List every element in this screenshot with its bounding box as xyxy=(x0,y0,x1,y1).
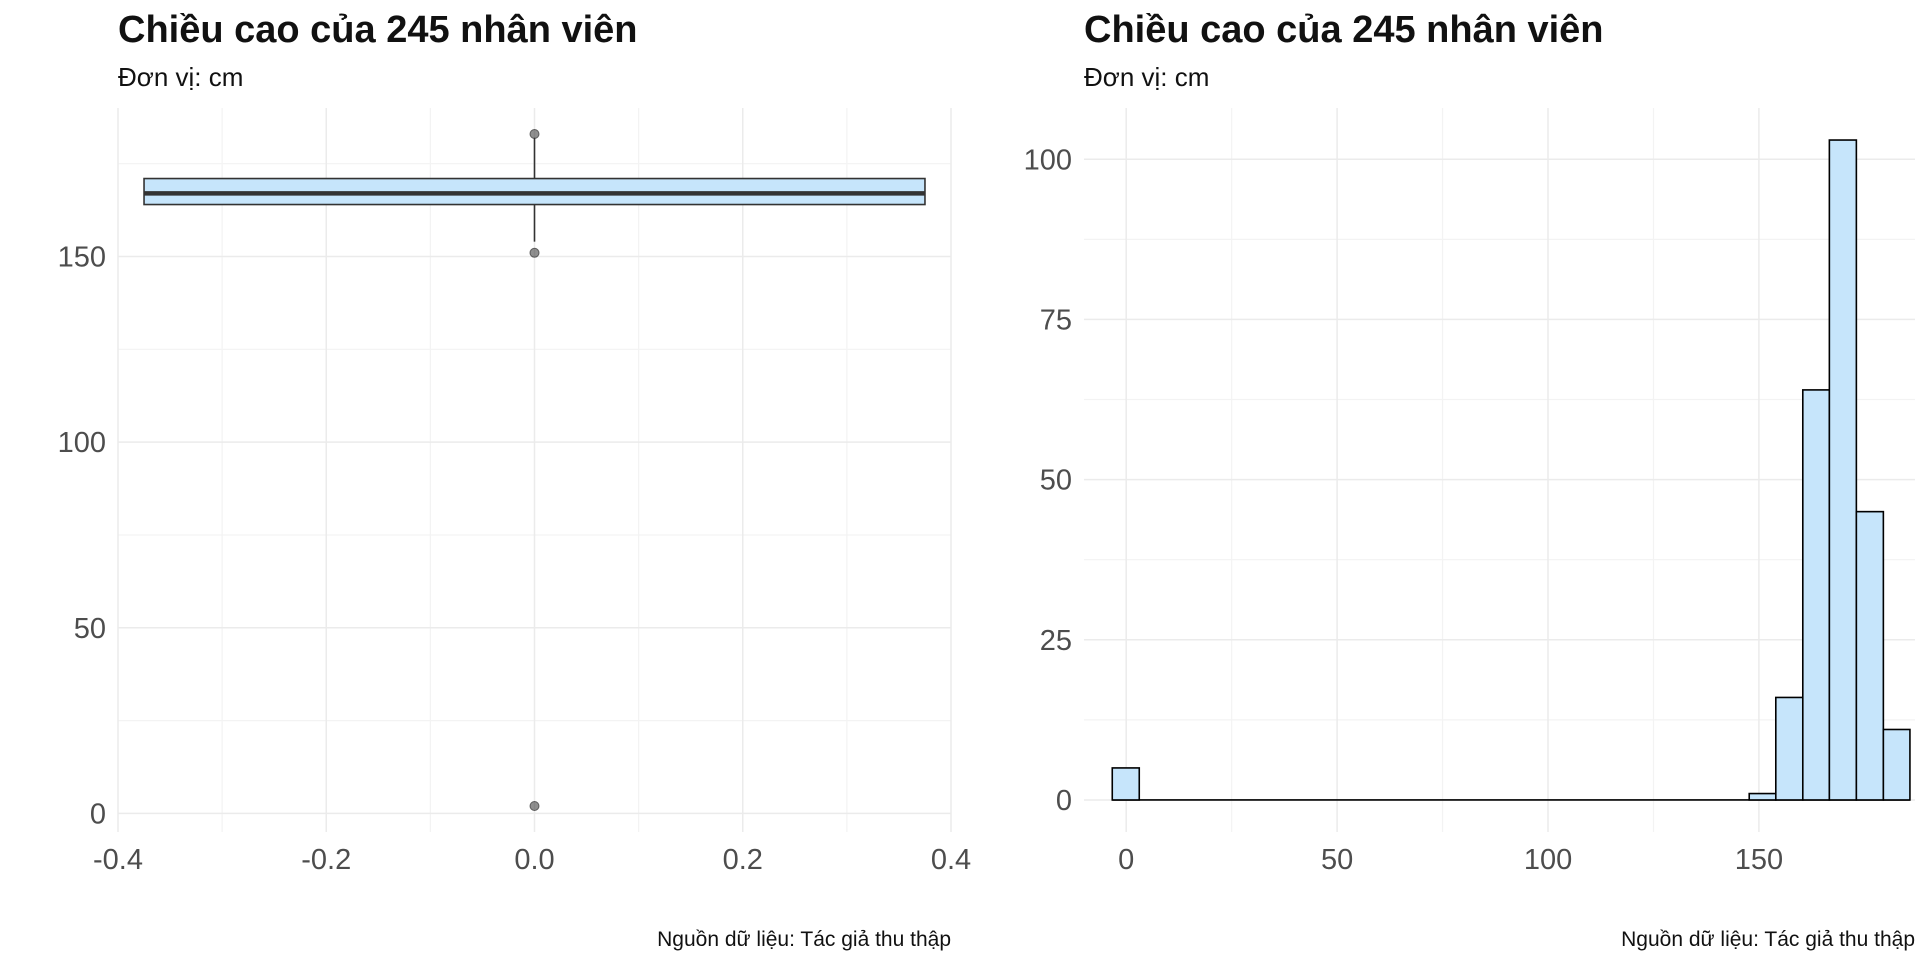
boxplot-title: Chiều cao của 245 nhân viên xyxy=(118,9,638,51)
x-tick-label: -0.2 xyxy=(301,844,351,876)
x-tick-label: 100 xyxy=(1524,844,1572,876)
y-tick-label: 75 xyxy=(1040,304,1072,336)
y-tick-label: 0 xyxy=(90,798,106,830)
x-tick-label: 0 xyxy=(1118,844,1134,876)
histogram-bar xyxy=(1828,139,1858,801)
x-tick-label: 0.2 xyxy=(723,844,763,876)
y-tick-label: 150 xyxy=(58,242,106,274)
y-tick-label: 50 xyxy=(74,613,106,645)
histogram-bar xyxy=(1748,792,1777,801)
boxplot-marks xyxy=(143,128,926,812)
histogram-panel: Chiều cao của 245 nhân viên Đơn vị: cm 0… xyxy=(1024,9,1915,951)
histogram-subtitle: Đơn vị: cm xyxy=(1084,62,1209,92)
x-tick-label: 50 xyxy=(1321,844,1353,876)
histogram-bar xyxy=(1882,728,1911,801)
outlier-point xyxy=(529,247,540,258)
boxplot-panel: Chiều cao của 245 nhân viên Đơn vị: cm -… xyxy=(58,9,972,951)
x-tick-label: 0.0 xyxy=(514,844,554,876)
y-tick-label: 0 xyxy=(1056,785,1072,817)
boxplot-caption: Nguồn dữ liệu: Tác giả thu thập xyxy=(657,928,951,951)
histogram-bar xyxy=(1855,510,1885,801)
x-tick-label: -0.4 xyxy=(93,844,143,876)
histogram-bar xyxy=(1801,389,1831,801)
outlier-point xyxy=(529,128,540,139)
histogram-axes: 0 50 100 150 0 25 50 75 100 xyxy=(1024,144,1784,876)
y-tick-label: 25 xyxy=(1040,625,1072,657)
histogram-bar xyxy=(1111,767,1141,801)
histogram-marks xyxy=(1111,139,1911,801)
x-tick-label: 0.4 xyxy=(931,844,971,876)
histogram-bar xyxy=(1774,696,1804,801)
x-tick-label: 150 xyxy=(1735,844,1783,876)
y-tick-label: 100 xyxy=(58,427,106,459)
histogram-title: Chiều cao của 245 nhân viên xyxy=(1084,9,1604,51)
histogram-caption: Nguồn dữ liệu: Tác giả thu thập xyxy=(1621,928,1915,951)
boxplot-axes: -0.4 -0.2 0.0 0.2 0.4 0 50 100 150 xyxy=(58,242,972,876)
outlier-point xyxy=(529,801,540,812)
boxplot-subtitle: Đơn vị: cm xyxy=(118,62,243,92)
y-tick-label: 50 xyxy=(1040,465,1072,497)
y-tick-label: 100 xyxy=(1024,144,1072,176)
